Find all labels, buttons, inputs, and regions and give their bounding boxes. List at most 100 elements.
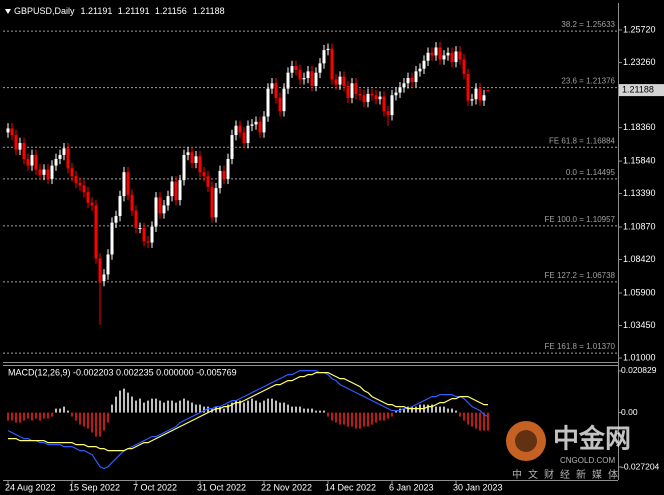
candle-body <box>442 55 446 60</box>
candle-body <box>450 52 454 63</box>
candle-body <box>86 192 90 203</box>
level-label: FE 100.0 = 1.10957 <box>545 215 616 224</box>
candle-body <box>294 66 298 71</box>
candle-body <box>306 71 310 78</box>
candle-body <box>246 125 250 144</box>
candle-body <box>466 74 470 101</box>
current-price-box <box>619 84 664 97</box>
watermark-site: CNGOLD.COM <box>560 456 615 465</box>
candle-body <box>286 72 290 89</box>
candle-body <box>234 125 238 136</box>
candle-body <box>410 77 414 82</box>
y-tick-label: 1.05900 <box>623 287 656 297</box>
x-tick-label: 15 Sep 2022 <box>69 482 120 492</box>
y-tick-label: 1.03450 <box>623 320 656 330</box>
watermark-logo-inner <box>515 430 537 452</box>
candle-body <box>130 194 134 211</box>
y-tick-label: 1.10870 <box>623 221 656 231</box>
candle-body <box>418 68 422 72</box>
candle-body <box>354 83 358 94</box>
candle-body <box>454 51 458 63</box>
candle-body <box>74 176 78 183</box>
candle-body <box>22 143 26 159</box>
candle-body <box>46 169 50 179</box>
macd-line <box>8 372 488 452</box>
y-tick-label: 1.01000 <box>623 352 656 362</box>
y-tick-label: 1.15840 <box>623 155 656 165</box>
candle-body <box>262 116 266 133</box>
candle-body <box>90 202 94 206</box>
header-low: 1.21156 <box>155 6 187 16</box>
candle-body <box>174 181 178 201</box>
candle-body <box>326 48 330 51</box>
candle-body <box>134 210 138 228</box>
y-tick-label: 1.18360 <box>623 122 656 132</box>
candle-body <box>214 188 218 218</box>
y-tick-label: 1.13390 <box>623 188 656 198</box>
candle-body <box>62 148 66 155</box>
candle-body <box>318 63 322 73</box>
x-tick-label: 7 Oct 2022 <box>133 482 177 492</box>
candle-body <box>378 96 382 100</box>
y-tick-label: -0.027204 <box>621 461 660 471</box>
macd-header: MACD(12,26,9) -0.002203 0.002235 0.00000… <box>8 367 237 377</box>
candle-body <box>478 88 482 101</box>
candle-body <box>298 70 302 80</box>
candle-body <box>166 196 170 206</box>
candle-body <box>474 88 478 100</box>
candle-body <box>238 125 242 133</box>
y-tick-label: 1.08420 <box>623 254 656 264</box>
candle-body <box>30 154 34 166</box>
candle-body <box>198 156 202 173</box>
candle-body <box>110 222 114 255</box>
candle-body <box>226 158 230 179</box>
candle-body <box>370 93 374 96</box>
symbol-menu-icon <box>5 9 11 14</box>
current-price-label: 1.21188 <box>622 84 654 94</box>
candle-body <box>338 76 342 85</box>
candle-body <box>366 93 370 102</box>
candle-body <box>42 169 46 175</box>
candle-body <box>182 154 186 181</box>
candle-body <box>158 197 162 214</box>
candle-body <box>470 99 474 101</box>
candle-body <box>258 121 262 133</box>
candle-body <box>334 79 338 85</box>
level-label: FE 161.8 = 1.01370 <box>545 342 616 351</box>
candle-body <box>106 254 110 275</box>
candle-body <box>342 76 346 86</box>
candle-body <box>274 83 278 98</box>
candle-body <box>118 196 122 217</box>
level-label: FE 61.8 = 1.16884 <box>549 136 616 145</box>
level-label: 0.0 = 1.14495 <box>566 168 616 177</box>
candle-body <box>358 93 362 96</box>
candle-body <box>14 135 18 150</box>
candle-body <box>146 241 150 243</box>
candle-body <box>426 52 430 61</box>
candle-body <box>150 226 154 243</box>
candle-body <box>206 176 210 187</box>
candle-body <box>414 71 418 82</box>
candle-body <box>482 95 486 101</box>
candle-body <box>222 170 226 179</box>
candle-body <box>386 111 390 116</box>
candle-body <box>422 60 426 69</box>
candle-body <box>34 154 38 170</box>
candle-body <box>350 83 354 98</box>
candle-body <box>78 182 82 186</box>
candle-body <box>54 158 58 166</box>
candle-body <box>250 124 254 126</box>
candle-body <box>314 72 318 86</box>
candle-body <box>322 50 326 64</box>
candle-body <box>94 205 98 259</box>
header-close: 1.21188 <box>193 6 225 16</box>
candle-body <box>218 170 222 189</box>
candle-body <box>402 83 406 88</box>
candle-body <box>282 88 286 112</box>
candle-body <box>458 51 462 60</box>
x-tick-label: 24 Aug 2022 <box>5 482 56 492</box>
header-high: 1.21191 <box>118 6 150 16</box>
candle-body <box>382 96 386 112</box>
x-tick-label: 22 Nov 2022 <box>261 482 312 492</box>
